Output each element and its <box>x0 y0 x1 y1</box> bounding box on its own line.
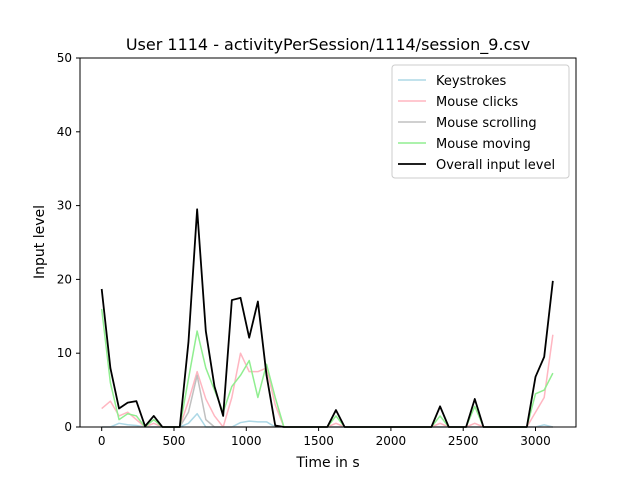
axes-frame <box>79 57 577 428</box>
y-tick-label: 20 <box>57 272 72 286</box>
y-tick-label: 50 <box>57 51 72 65</box>
legend: Keystrokes Mouse clicks Mouse scrolling Mou… <box>391 64 570 179</box>
y-tick-label: 10 <box>57 346 72 360</box>
y-tick-label: 0 <box>64 420 72 434</box>
y-tick-label: 30 <box>57 199 72 213</box>
x-tick-label: 500 <box>163 434 186 448</box>
legend-label-mouse-moving: Mouse moving <box>436 137 531 152</box>
y-axis: 0 10 20 30 40 50 <box>57 51 80 434</box>
x-axis: 0 500 1000 1500 2000 2500 3000 <box>98 427 551 448</box>
legend-label-mouse-scrolling: Mouse scrolling <box>436 116 537 131</box>
y-axis-label: Input level <box>32 205 48 279</box>
x-tick-label: 3000 <box>520 434 551 448</box>
x-tick-label: 2500 <box>448 434 479 448</box>
legend-box <box>391 64 570 179</box>
chart-title: User 1114 - activityPerSession/1114/sess… <box>126 35 530 55</box>
x-tick-label: 1500 <box>303 434 334 448</box>
legend-label-keystrokes: Keystrokes <box>436 74 507 89</box>
legend-label-overall-input-level: Overall input level <box>436 158 555 173</box>
x-tick-label: 0 <box>98 434 106 448</box>
legend-label-mouse-clicks: Mouse clicks <box>436 95 518 110</box>
x-tick-label: 2000 <box>376 434 407 448</box>
x-tick-label: 1000 <box>231 434 262 448</box>
x-axis-label: Time in s <box>295 455 359 471</box>
y-tick-label: 40 <box>57 125 72 139</box>
